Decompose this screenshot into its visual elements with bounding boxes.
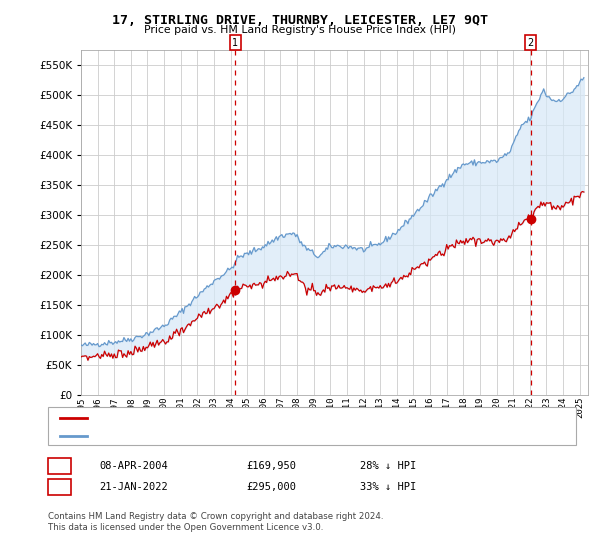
Text: 17, STIRLING DRIVE, THURNBY, LEICESTER, LE7 9QT (detached house): 17, STIRLING DRIVE, THURNBY, LEICESTER, … (93, 413, 437, 423)
Text: Contains HM Land Registry data © Crown copyright and database right 2024.
This d: Contains HM Land Registry data © Crown c… (48, 512, 383, 532)
Text: £169,950: £169,950 (246, 461, 296, 471)
Text: Price paid vs. HM Land Registry's House Price Index (HPI): Price paid vs. HM Land Registry's House … (144, 25, 456, 35)
Text: £295,000: £295,000 (246, 482, 296, 492)
Text: 2: 2 (56, 482, 63, 492)
Text: 21-JAN-2022: 21-JAN-2022 (99, 482, 168, 492)
Text: 17, STIRLING DRIVE, THURNBY, LEICESTER, LE7 9QT: 17, STIRLING DRIVE, THURNBY, LEICESTER, … (112, 14, 488, 27)
Text: 33% ↓ HPI: 33% ↓ HPI (360, 482, 416, 492)
Text: 28% ↓ HPI: 28% ↓ HPI (360, 461, 416, 471)
Text: 08-APR-2004: 08-APR-2004 (99, 461, 168, 471)
Text: 2: 2 (527, 38, 534, 48)
Text: HPI: Average price, detached house, Harborough: HPI: Average price, detached house, Harb… (93, 431, 332, 441)
Text: 1: 1 (232, 38, 238, 48)
Text: 1: 1 (56, 461, 63, 471)
